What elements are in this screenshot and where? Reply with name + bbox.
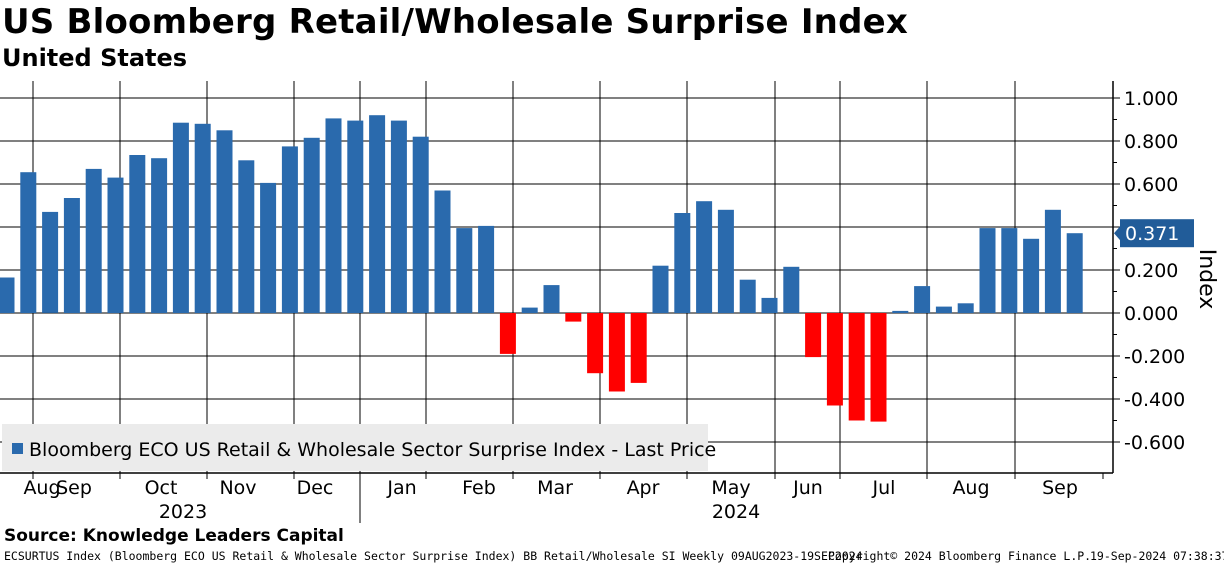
y-ticks: 1.0000.8000.6000.4000.2000.000-0.200-0.4… [1113,88,1185,454]
bar [696,201,713,313]
bar [347,120,364,313]
bar [1044,209,1061,313]
y-tick-label: 0.600 [1124,174,1178,196]
bar [63,198,80,313]
legend: Bloomberg ECO US Retail & Wholesale Sect… [2,424,716,471]
y-tick-label: 1.000 [1124,88,1178,110]
bar [630,313,647,383]
x-month-label: Sep [56,477,92,499]
bar [85,168,102,313]
bar [107,177,124,313]
y-tick-label: -0.600 [1124,432,1185,454]
y-tick-label: -0.400 [1124,389,1185,411]
y-tick-label: 0.200 [1124,260,1178,282]
x-month-label: Jun [792,477,823,499]
bar [543,285,560,313]
footer-ticker-info: ECSURTUS Index (Bloomberg ECO US Retail … [4,549,863,563]
bar [281,146,298,313]
bar [674,213,691,313]
bar [238,160,255,313]
bar [565,313,582,322]
y-tick-label: -0.200 [1124,346,1185,368]
x-month-label: Apr [627,477,660,499]
legend-swatch [12,443,23,454]
y-tick-label: 0.000 [1124,303,1178,325]
bar [717,209,734,313]
footer-copyright: Copyright© 2024 Bloomberg Finance L.P. [828,549,1092,563]
bar [412,136,429,313]
last-value-callout: 0.371 [1114,219,1194,248]
axes [0,81,1114,523]
x-month-label: Sep [1042,477,1078,499]
bar [914,286,931,313]
x-year-label: 2024 [712,501,760,523]
page-title: US Bloomberg Retail/Wholesale Surprise I… [2,2,908,42]
bar [957,303,974,313]
x-month-label: Nov [219,477,256,499]
x-month-label: Jan [386,477,416,499]
bar [42,211,59,313]
bar [1023,238,1040,313]
bar [848,313,865,421]
x-month-label: Oct [145,477,178,499]
page-subtitle: United States [2,44,188,72]
x-month-label: Aug [952,477,989,499]
x-month-label: Jul [872,477,896,499]
legend-label: Bloomberg ECO US Retail & Wholesale Sect… [29,439,716,461]
bar [369,115,386,313]
bar [216,130,233,314]
bar [325,118,342,314]
bar [20,172,37,313]
y-axis-title: Index [1194,249,1219,310]
bar [151,158,168,313]
bar [499,313,516,354]
bar [303,137,320,313]
x-month-label: Aug [23,477,60,499]
x-month-label: Mar [537,477,573,499]
x-month-label: Dec [297,477,334,499]
bar [521,307,538,313]
bar [870,313,887,422]
bar [761,297,778,313]
bar [194,123,211,313]
last-value-box [1120,219,1194,248]
source-note: Source: Knowledge Leaders Capital [4,526,344,546]
bar [805,313,822,358]
x-year-label: 2023 [159,501,207,523]
bar [652,265,669,313]
bar [478,225,495,313]
bar [456,228,473,313]
bar [1001,228,1018,313]
bar [979,228,996,313]
bar [608,313,625,392]
bar [172,122,189,313]
last-value-pointer [1114,225,1121,242]
bar [260,182,277,313]
bar [783,266,800,313]
bar [434,190,451,313]
bar [129,155,146,313]
bar [739,279,756,313]
legend-background [2,424,708,471]
x-month-label: May [711,477,750,499]
bars [0,115,1083,422]
bar [390,120,407,313]
y-tick-label: 0.800 [1124,131,1178,153]
bar [935,306,952,314]
last-value-label: 0.371 [1125,223,1179,245]
footer-timestamp: 19-Sep-2024 07:38:37 [1090,549,1224,563]
bar [1066,233,1083,313]
x-month-label: Feb [462,477,496,499]
bar [826,313,843,406]
bar [0,277,15,313]
bar [587,313,604,374]
bar [892,310,909,313]
